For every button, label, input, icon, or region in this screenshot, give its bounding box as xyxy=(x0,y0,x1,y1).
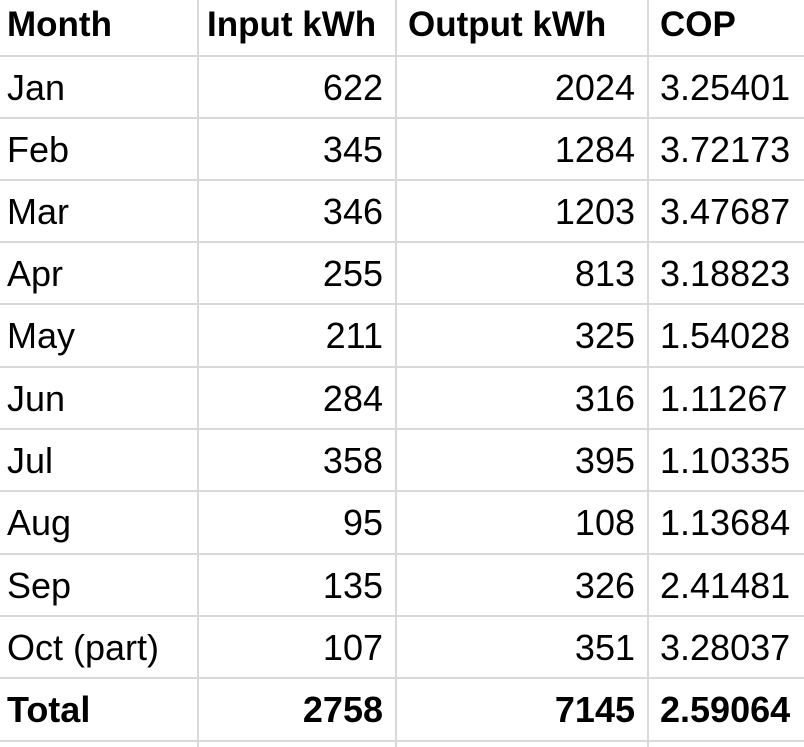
table-row: Oct (part) 107 351 3.28037 xyxy=(0,617,804,679)
cop-cell[interactable]: 1.13684 xyxy=(660,502,791,543)
month-cell[interactable]: Aug xyxy=(7,502,72,543)
output-kwh-cell[interactable]: 1284 xyxy=(554,129,635,170)
table-row: Mar 346 1203 3.47687 xyxy=(0,181,804,243)
cop-cell[interactable]: 1.10335 xyxy=(660,440,791,481)
output-kwh-cell[interactable]: 326 xyxy=(574,565,635,606)
input-kwh-cell[interactable]: 95 xyxy=(342,502,383,543)
input-kwh-cell[interactable]: 346 xyxy=(322,191,383,232)
row-divider xyxy=(0,553,804,555)
row-divider xyxy=(0,677,804,679)
input-kwh-cell[interactable]: 255 xyxy=(322,253,383,294)
row-divider xyxy=(0,490,804,492)
row-divider xyxy=(0,117,804,119)
header-row: Month Input kWh Output kWh COP xyxy=(0,0,804,56)
output-kwh-cell[interactable]: 316 xyxy=(574,378,635,419)
row-divider xyxy=(0,740,804,742)
input-kwh-cell[interactable]: 135 xyxy=(322,565,383,606)
total-label-cell[interactable]: Total xyxy=(7,689,91,730)
table-row: Jul 358 395 1.10335 xyxy=(0,430,804,492)
table-row: Apr 255 813 3.18823 xyxy=(0,243,804,305)
cop-cell[interactable]: 3.72173 xyxy=(660,129,791,170)
output-kwh-cell[interactable]: 395 xyxy=(574,440,635,481)
header-cell-input-kwh[interactable]: Input kWh xyxy=(207,5,377,44)
total-cop-cell[interactable]: 2.59064 xyxy=(660,689,791,730)
row-divider xyxy=(0,303,804,305)
table-row: Sep 135 326 2.41481 xyxy=(0,555,804,617)
input-kwh-cell[interactable]: 107 xyxy=(322,627,383,668)
output-kwh-cell[interactable]: 2024 xyxy=(554,67,635,108)
month-cell[interactable]: Sep xyxy=(7,565,72,606)
month-cell[interactable]: Mar xyxy=(7,191,69,232)
total-input-kwh-cell[interactable]: 2758 xyxy=(302,689,383,730)
table-row: Feb 345 1284 3.72173 xyxy=(0,119,804,181)
cop-cell[interactable]: 3.25401 xyxy=(660,67,791,108)
output-kwh-cell[interactable]: 813 xyxy=(574,253,635,294)
month-cell[interactable]: Jul xyxy=(7,440,54,481)
row-divider xyxy=(0,366,804,368)
header-cell-output-kwh[interactable]: Output kWh xyxy=(408,5,607,44)
total-output-kwh-cell[interactable]: 7145 xyxy=(554,689,635,730)
cop-cell[interactable]: 3.47687 xyxy=(660,191,791,232)
input-kwh-cell[interactable]: 284 xyxy=(322,378,383,419)
header-cell-month[interactable]: Month xyxy=(7,5,112,44)
column-divider xyxy=(197,0,199,747)
table-row: Jun 284 316 1.11267 xyxy=(0,368,804,430)
column-divider xyxy=(395,0,397,747)
cop-cell[interactable]: 1.11267 xyxy=(660,378,788,419)
input-kwh-cell[interactable]: 622 xyxy=(322,67,383,108)
table-row: May 211 325 1.54028 xyxy=(0,305,804,367)
row-divider xyxy=(0,428,804,430)
row-divider xyxy=(0,615,804,617)
output-kwh-cell[interactable]: 325 xyxy=(574,315,635,356)
cop-cell[interactable]: 1.54028 xyxy=(660,315,791,356)
month-cell[interactable]: Jan xyxy=(7,67,66,108)
cop-cell[interactable]: 3.28037 xyxy=(660,627,791,668)
month-cell[interactable]: Apr xyxy=(7,253,64,294)
table-row: Jan 622 2024 3.25401 xyxy=(0,57,804,119)
output-kwh-cell[interactable]: 351 xyxy=(574,627,635,668)
total-row: Total 2758 7145 2.59064 xyxy=(0,679,804,741)
column-divider xyxy=(647,0,649,747)
row-divider xyxy=(0,179,804,181)
cop-cell[interactable]: 3.18823 xyxy=(660,253,791,294)
row-divider xyxy=(0,55,804,57)
month-cell[interactable]: Jun xyxy=(7,378,66,419)
cop-cell[interactable]: 2.41481 xyxy=(660,565,791,606)
input-kwh-cell[interactable]: 345 xyxy=(322,129,383,170)
output-kwh-cell[interactable]: 1203 xyxy=(554,191,635,232)
month-cell[interactable]: May xyxy=(7,315,76,356)
month-cell[interactable]: Feb xyxy=(7,129,70,170)
output-kwh-cell[interactable]: 108 xyxy=(574,502,635,543)
header-cell-cop[interactable]: COP xyxy=(660,5,736,44)
input-kwh-cell[interactable]: 211 xyxy=(325,315,383,356)
input-kwh-cell[interactable]: 358 xyxy=(322,440,383,481)
row-divider xyxy=(0,241,804,243)
table-row: Aug 95 108 1.13684 xyxy=(0,492,804,554)
month-cell[interactable]: Oct (part) xyxy=(7,627,160,668)
